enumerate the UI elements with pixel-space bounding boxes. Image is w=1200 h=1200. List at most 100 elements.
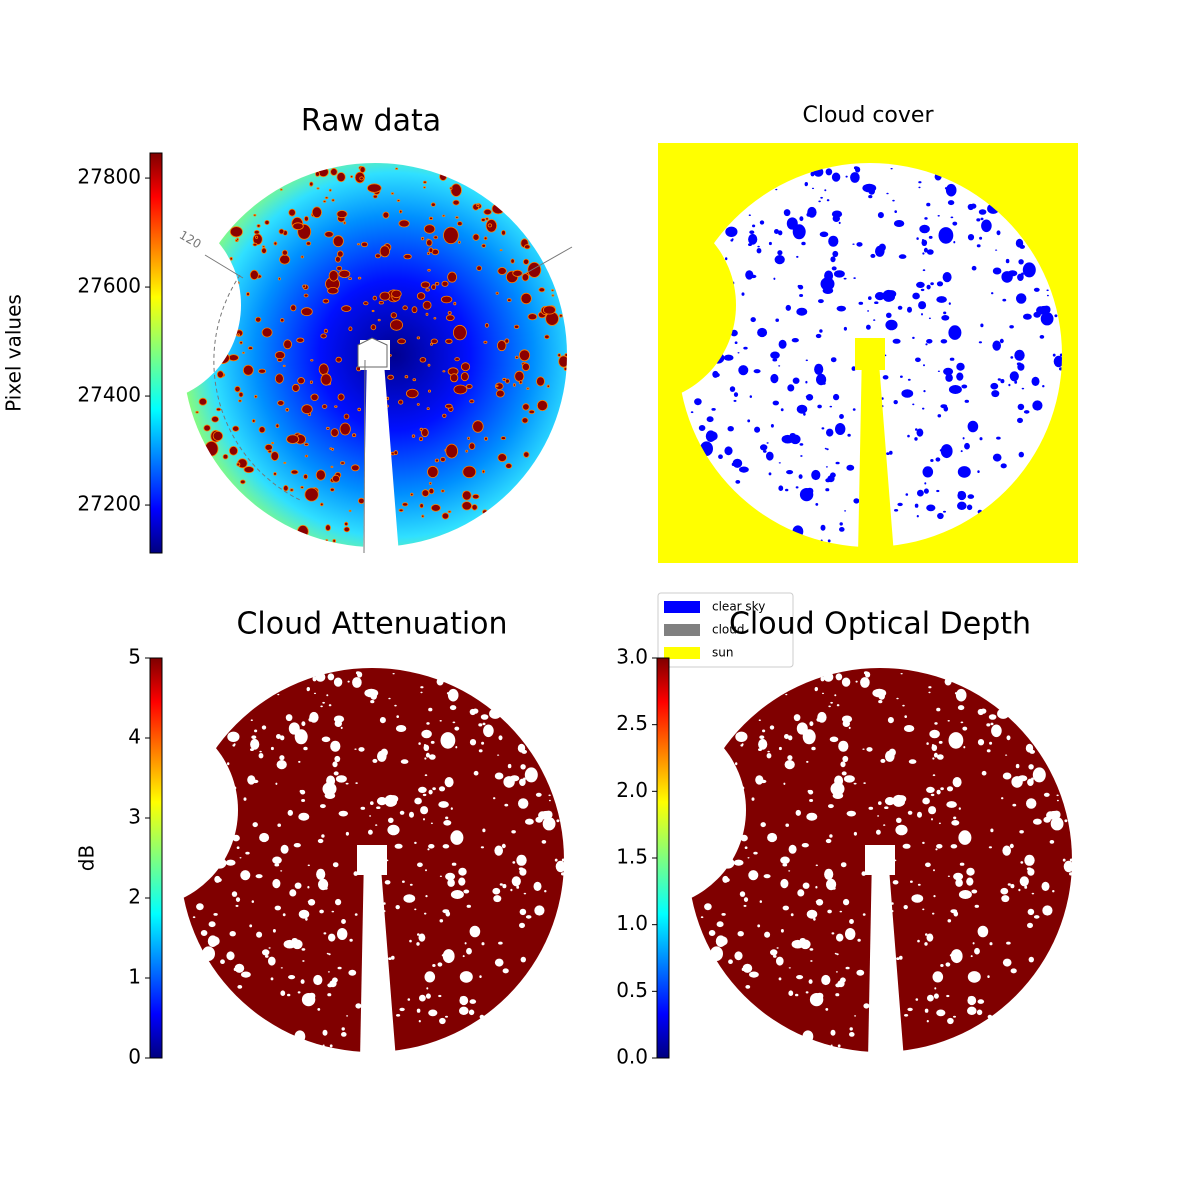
speckle bbox=[212, 820, 217, 825]
speckle bbox=[333, 677, 343, 687]
speckle bbox=[428, 1009, 438, 1017]
speckle bbox=[319, 909, 324, 914]
speckle bbox=[1027, 922, 1033, 929]
speckle bbox=[234, 385, 241, 393]
speckle bbox=[1050, 817, 1064, 831]
speckle bbox=[978, 209, 987, 215]
speckle bbox=[242, 364, 254, 376]
speckle bbox=[819, 329, 823, 333]
speckle bbox=[726, 848, 730, 853]
speckle bbox=[716, 921, 724, 928]
speckle bbox=[1017, 273, 1024, 281]
speckle bbox=[729, 386, 736, 392]
speckle bbox=[703, 815, 706, 819]
speckle bbox=[318, 363, 329, 376]
speckle bbox=[915, 998, 919, 1001]
speckle bbox=[795, 993, 799, 997]
speckle bbox=[796, 307, 808, 316]
speckle bbox=[268, 956, 276, 966]
speckle bbox=[852, 243, 855, 245]
speckle bbox=[813, 917, 816, 921]
speckle bbox=[950, 216, 954, 219]
speckle bbox=[976, 1009, 983, 1016]
speckle bbox=[507, 763, 512, 769]
speckle bbox=[463, 889, 470, 894]
speckle bbox=[838, 740, 849, 752]
speckle bbox=[551, 289, 555, 292]
speckle bbox=[977, 999, 985, 1004]
speckle bbox=[948, 385, 962, 394]
speckle bbox=[233, 743, 236, 746]
speckle bbox=[772, 400, 779, 406]
speckle bbox=[309, 181, 314, 187]
speckle bbox=[343, 526, 350, 533]
speckle bbox=[992, 340, 1001, 351]
speckle bbox=[283, 484, 289, 492]
speckle bbox=[211, 415, 220, 423]
speckle bbox=[548, 799, 551, 802]
speckle bbox=[542, 305, 556, 315]
speckle bbox=[933, 993, 939, 999]
speckle bbox=[802, 1030, 814, 1043]
speckle bbox=[911, 894, 924, 903]
speckle bbox=[693, 891, 697, 895]
speckle bbox=[484, 323, 489, 328]
speckle bbox=[922, 908, 925, 911]
speckle bbox=[335, 356, 342, 363]
speckle bbox=[428, 216, 434, 221]
speckle bbox=[195, 815, 198, 819]
speckle bbox=[395, 725, 407, 732]
speckle bbox=[877, 212, 884, 219]
speckle bbox=[310, 359, 314, 362]
speckle bbox=[285, 407, 289, 412]
speckle bbox=[835, 673, 843, 681]
speckle bbox=[683, 386, 687, 390]
speckle bbox=[865, 671, 871, 678]
speckle bbox=[425, 752, 430, 758]
speckle bbox=[852, 408, 856, 411]
speckle bbox=[290, 304, 297, 312]
speckle bbox=[419, 994, 426, 1002]
speckle bbox=[733, 392, 739, 397]
speckle bbox=[483, 236, 488, 241]
speckle bbox=[298, 909, 310, 919]
speckle bbox=[871, 896, 879, 902]
speckle bbox=[320, 333, 327, 339]
speckle bbox=[324, 792, 336, 799]
speckle bbox=[724, 446, 733, 456]
speckle bbox=[462, 465, 477, 479]
speckle bbox=[876, 850, 882, 856]
speckle bbox=[304, 487, 319, 502]
speckle bbox=[1009, 371, 1019, 382]
speckle bbox=[801, 241, 806, 246]
speckle bbox=[937, 414, 942, 418]
speckle bbox=[782, 863, 788, 867]
speckle bbox=[438, 801, 449, 808]
speckle bbox=[747, 857, 750, 859]
speckle bbox=[330, 428, 339, 437]
speckle bbox=[251, 900, 254, 903]
speckle bbox=[780, 878, 789, 889]
speckle bbox=[390, 312, 397, 319]
speckle bbox=[716, 258, 719, 261]
speckle bbox=[829, 736, 839, 743]
speckle bbox=[421, 729, 432, 739]
speckle bbox=[948, 302, 951, 305]
speckle bbox=[875, 245, 885, 257]
speckle bbox=[955, 878, 963, 887]
speckle bbox=[981, 770, 987, 776]
speckle bbox=[255, 874, 263, 879]
colorbar-tick-label: 3 bbox=[128, 805, 141, 829]
speckle bbox=[1027, 778, 1034, 786]
speckle bbox=[440, 489, 445, 493]
speckle bbox=[301, 799, 306, 802]
speckle bbox=[778, 462, 781, 464]
speckle bbox=[323, 932, 327, 935]
speckle bbox=[1056, 799, 1059, 802]
speckle bbox=[758, 719, 761, 721]
speckle bbox=[770, 949, 778, 956]
speckle bbox=[940, 404, 948, 409]
speckle bbox=[472, 493, 480, 500]
speckle bbox=[512, 861, 516, 864]
speckle bbox=[343, 221, 347, 225]
